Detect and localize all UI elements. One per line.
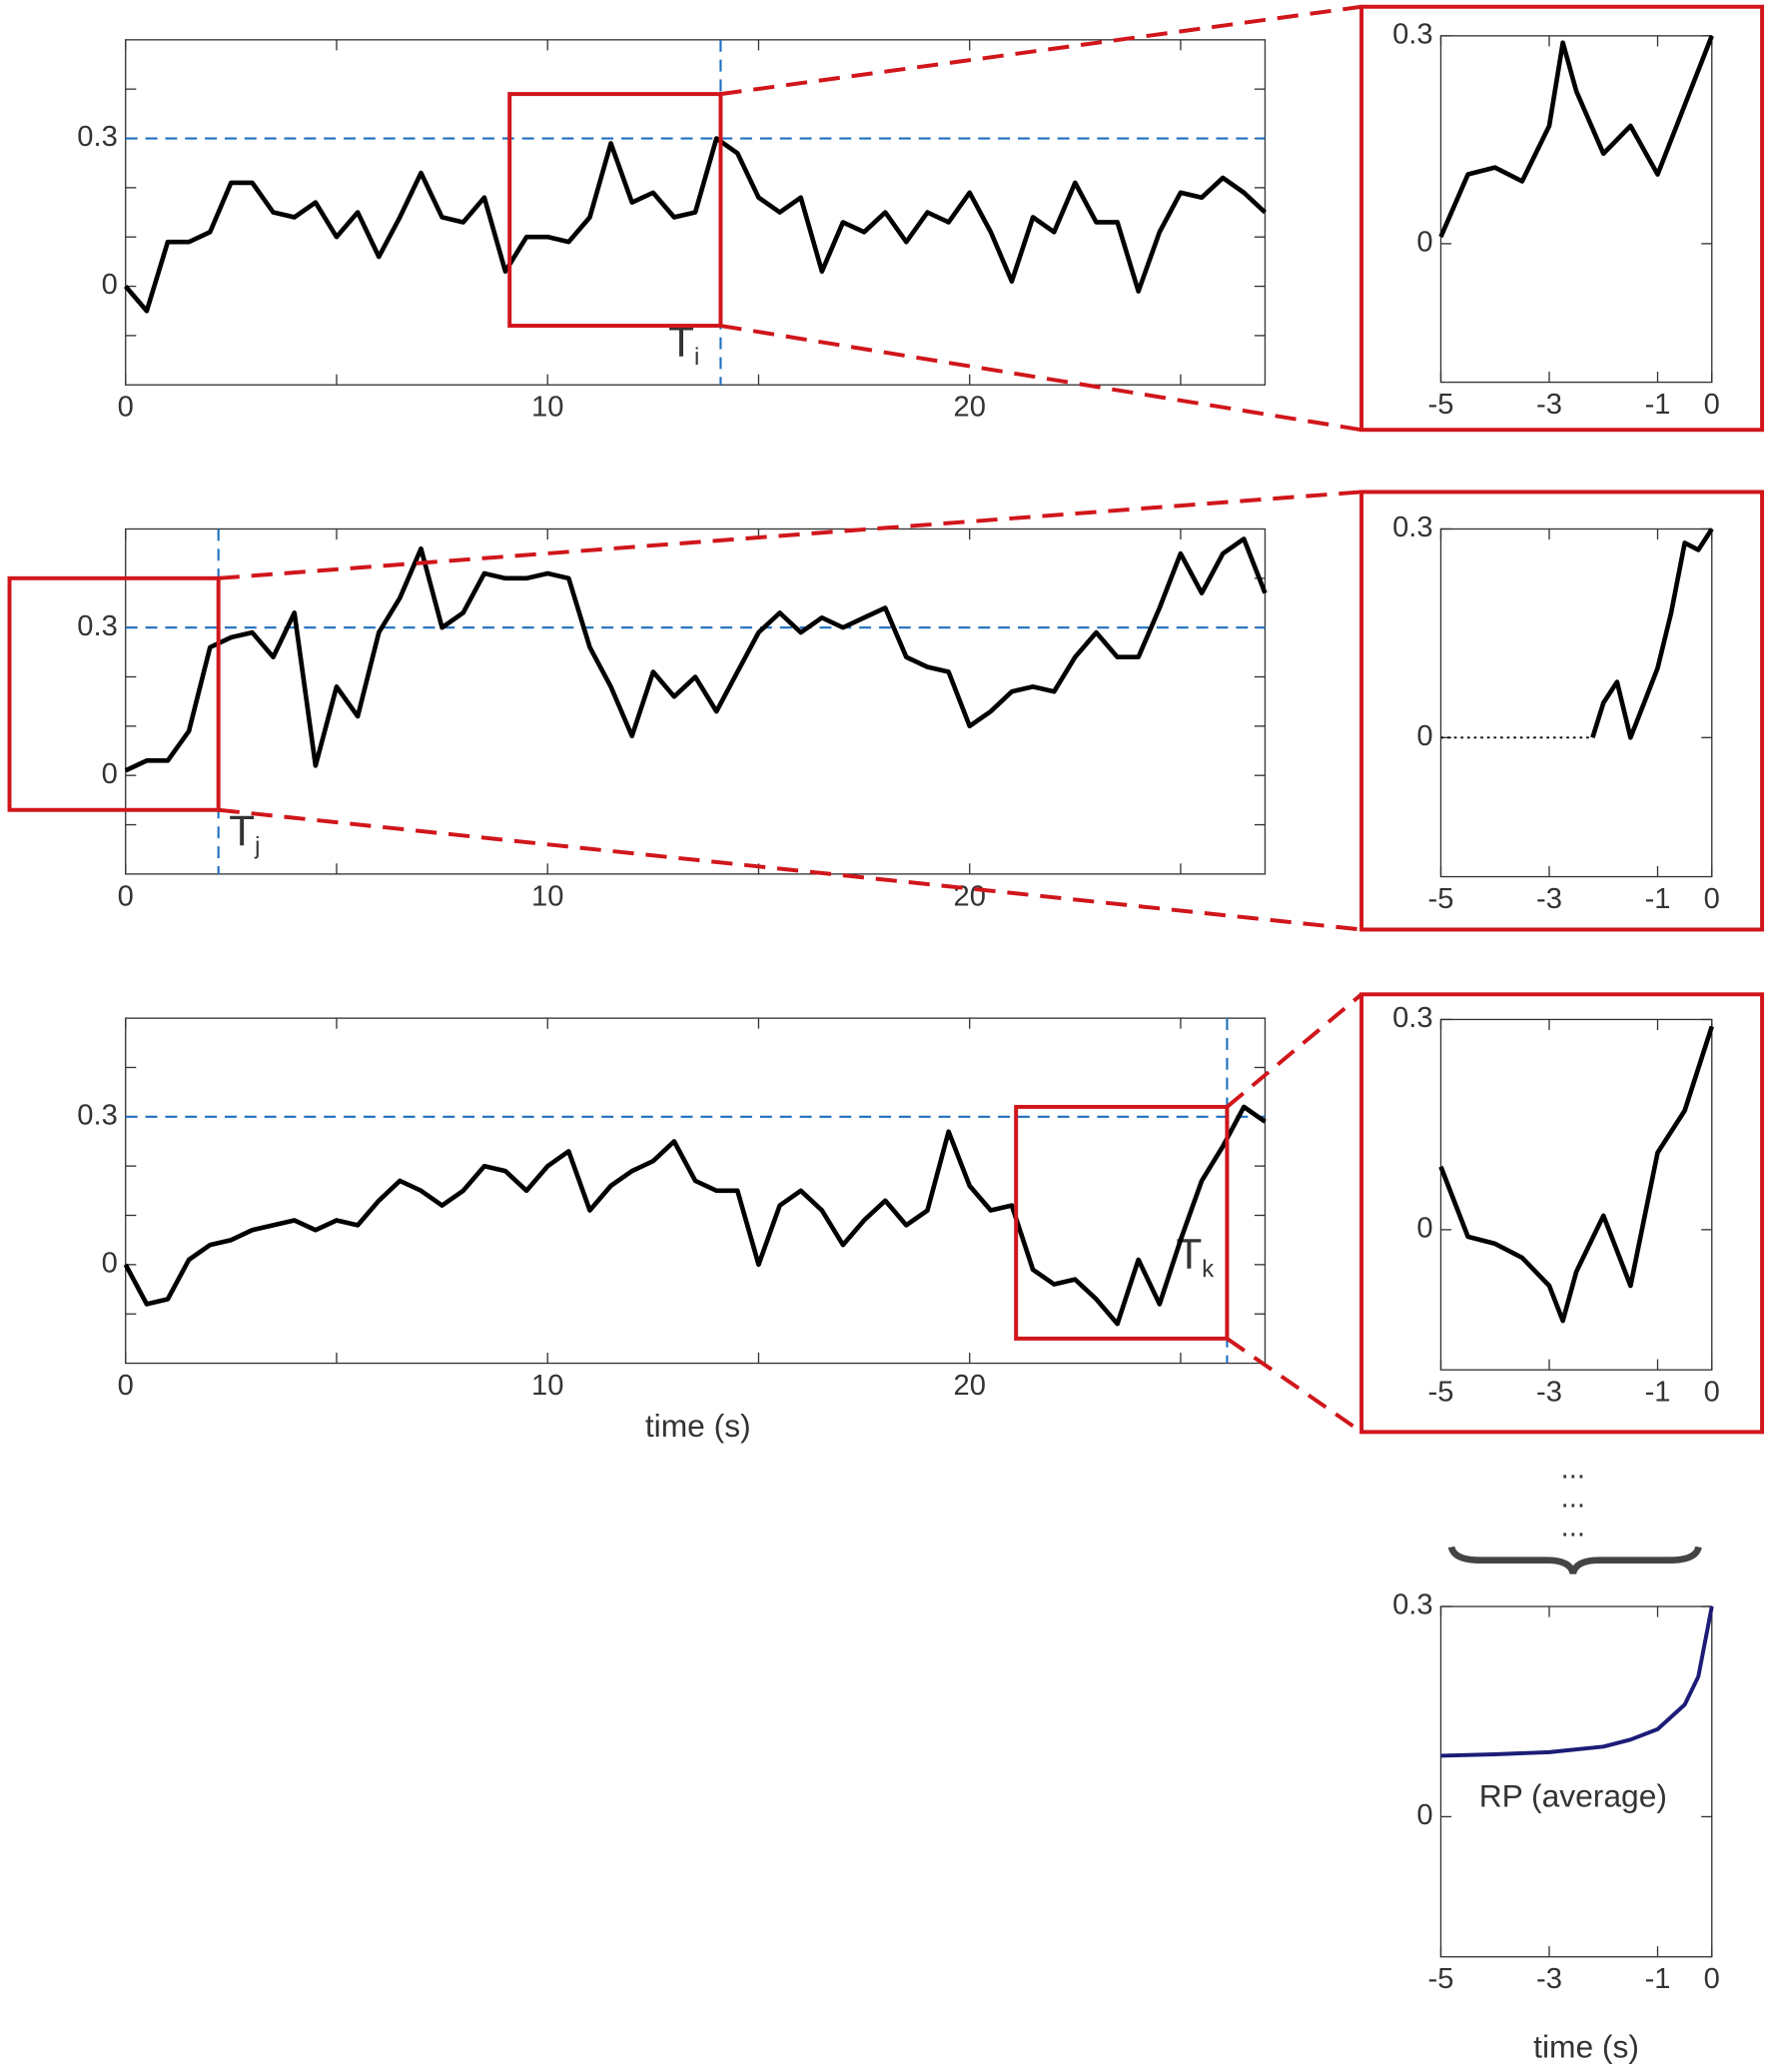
trace — [123, 1104, 1267, 1327]
x-tick-label: 0 — [1704, 883, 1720, 915]
zoom-connector — [720, 324, 1362, 433]
x-tick-label: 0 — [1704, 1377, 1720, 1409]
y-tick-label: 0 — [1416, 720, 1432, 752]
y-tick-label: 0.3 — [77, 121, 117, 153]
x-tick-label: 0 — [118, 880, 134, 912]
x-tick-label: 20 — [954, 392, 986, 424]
event-label-sub: k — [1202, 1256, 1214, 1283]
x-tick-label: 10 — [531, 880, 563, 912]
trace — [123, 136, 1268, 314]
x-axis-label: time (s) — [1533, 2029, 1639, 2065]
y-tick-label: 0.3 — [1392, 1589, 1432, 1621]
x-tick-label: -5 — [1428, 1963, 1454, 1995]
x-tick-label: 0 — [118, 392, 134, 424]
y-tick-label: 0.3 — [1392, 19, 1432, 51]
brace — [1447, 1546, 1702, 1574]
x-tick-label: -5 — [1428, 883, 1454, 915]
x-tick-label: 0 — [1704, 389, 1720, 421]
x-tick-label: 20 — [954, 880, 986, 912]
x-tick-label: 0 — [118, 1370, 134, 1402]
y-tick-label: 0 — [102, 1248, 118, 1280]
zoom-connector — [218, 807, 1362, 932]
window-box — [1014, 1104, 1230, 1341]
y-tick-label: 0 — [1416, 227, 1432, 259]
y-tick-label: 0 — [1416, 1799, 1432, 1831]
ellipsis: ... — [1561, 1453, 1585, 1485]
annotation: RP (average) — [1479, 1777, 1667, 1813]
event-label-main: T — [229, 807, 255, 854]
x-tick-label: -3 — [1536, 389, 1562, 421]
trace — [1590, 527, 1714, 740]
window-box — [507, 92, 723, 329]
axes-box — [1439, 1018, 1713, 1371]
x-tick-label: 10 — [531, 392, 563, 424]
axes-box — [1439, 527, 1713, 878]
inset-frame — [1359, 4, 1765, 433]
x-tick-label: -1 — [1645, 883, 1671, 915]
axes-box — [125, 1017, 1267, 1365]
trace — [1438, 35, 1714, 238]
x-tick-label: -5 — [1428, 389, 1454, 421]
y-tick-label: 0 — [1416, 1213, 1432, 1245]
x-tick-label: -3 — [1536, 1963, 1562, 1995]
event-label-sub: j — [254, 833, 260, 860]
ellipsis: ... — [1561, 1512, 1585, 1544]
zoom-connector — [218, 490, 1362, 580]
x-tick-label: -3 — [1536, 883, 1562, 915]
x-tick-label: -3 — [1536, 1377, 1562, 1409]
x-tick-label: -1 — [1645, 1963, 1671, 1995]
trace — [1440, 1605, 1714, 1758]
x-tick-label: -1 — [1645, 1377, 1671, 1409]
ellipsis: ... — [1561, 1483, 1585, 1515]
x-tick-label: -5 — [1428, 1377, 1454, 1409]
y-tick-label: 0.3 — [77, 1100, 117, 1132]
zoom-connector — [1226, 992, 1363, 1109]
x-tick-label: -1 — [1645, 389, 1671, 421]
zoom-connector — [1226, 1337, 1363, 1434]
inset-frame — [1359, 490, 1765, 932]
trace — [124, 536, 1268, 773]
trace — [1438, 1025, 1714, 1324]
inset-frame — [1359, 992, 1765, 1435]
event-label-sub: i — [694, 344, 699, 371]
zoom-connector — [720, 4, 1362, 97]
x-axis-label: time (s) — [645, 1408, 751, 1444]
axes-box — [125, 527, 1267, 875]
y-tick-label: 0.3 — [1392, 512, 1432, 543]
x-tick-label: 0 — [1704, 1963, 1720, 1995]
x-tick-label: 10 — [531, 1370, 563, 1402]
x-tick-label: 20 — [954, 1370, 986, 1402]
y-tick-label: 0.3 — [77, 610, 117, 642]
window-box — [7, 575, 221, 812]
y-tick-label: 0.3 — [1392, 1002, 1432, 1034]
y-tick-label: 0 — [102, 269, 118, 301]
event-label: Tj — [229, 807, 260, 859]
axes-box — [1439, 1605, 1713, 1958]
y-tick-label: 0 — [102, 758, 118, 790]
